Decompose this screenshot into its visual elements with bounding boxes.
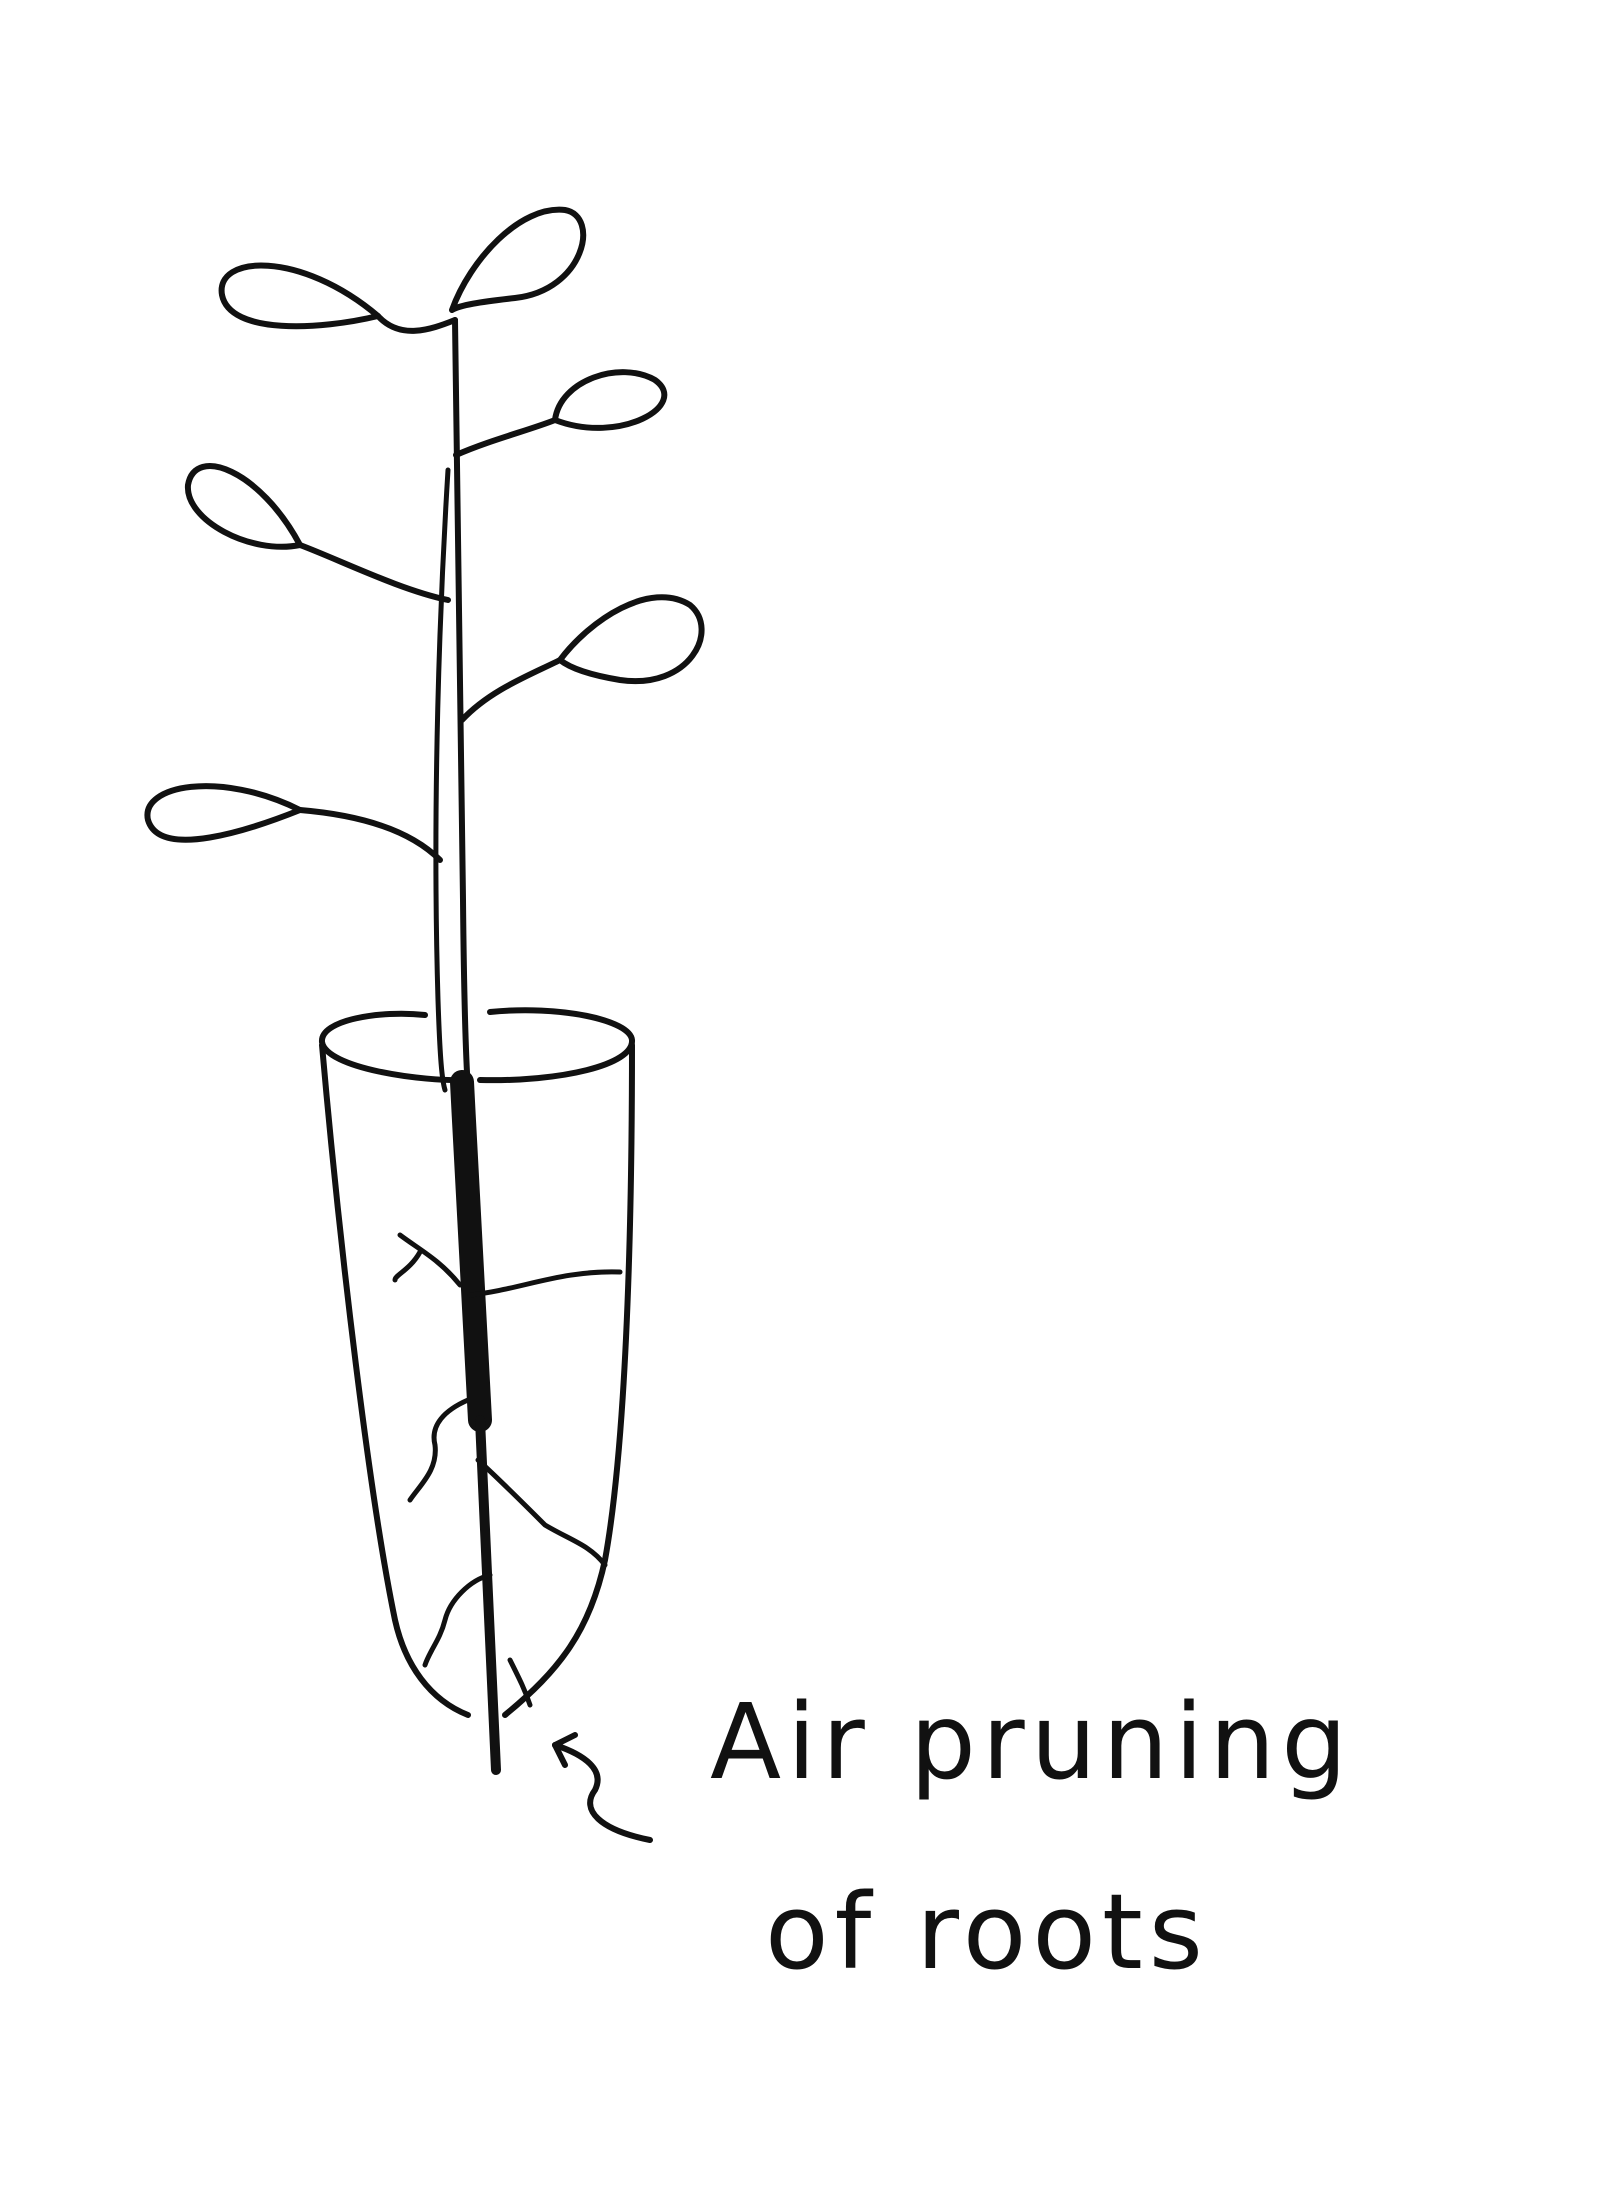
curved-arrow-icon (552, 1732, 653, 1843)
annotation-line-1: Air pruning (710, 1681, 1354, 1803)
stem (452, 317, 471, 1093)
leaf-right-lower (459, 594, 705, 723)
leaf-right-upper (453, 369, 668, 458)
leaf-left-middle (184, 463, 451, 603)
container-pot-icon (319, 1007, 635, 1718)
taproot-thick (450, 1070, 492, 1432)
leaf-top-left (218, 262, 458, 334)
root-system-icon (392, 1070, 623, 1775)
leaf-left-lower (144, 783, 443, 863)
annotation-line-2: of roots (765, 1871, 1209, 1993)
seedling-icon (144, 206, 705, 1093)
pot-right-wall (502, 1042, 635, 1718)
stem-outline (433, 467, 451, 1093)
pot-left-wall (319, 1042, 471, 1718)
pot-rim (319, 1010, 473, 1084)
leaf-top-right (449, 206, 587, 313)
